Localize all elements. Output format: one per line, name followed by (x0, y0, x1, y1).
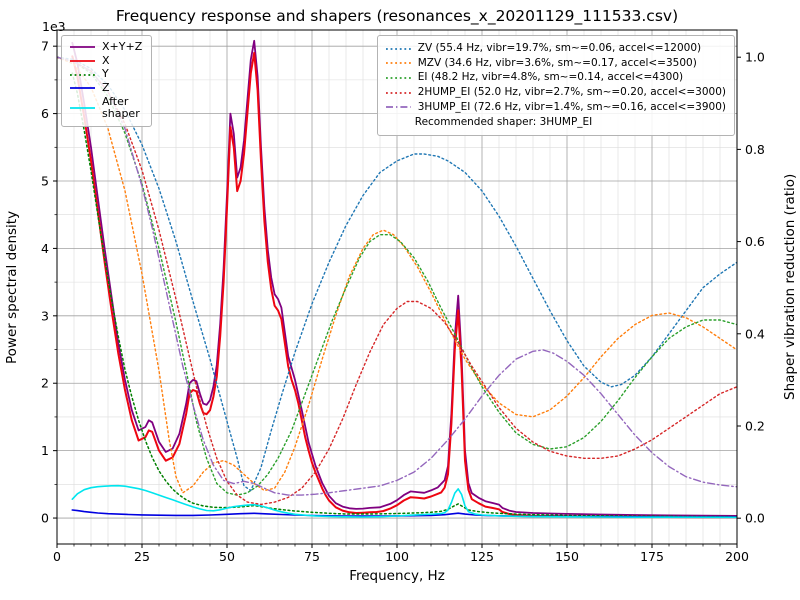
x-axis-label: Frequency, Hz (349, 568, 445, 584)
svg-text:0.4: 0.4 (745, 326, 765, 341)
legend-item: Y (69, 68, 142, 81)
series-line (71, 484, 737, 519)
svg-text:0.6: 0.6 (745, 234, 765, 249)
series-line (57, 56, 737, 492)
legend-psd: X+Y+Z X Y Z After shaper (61, 35, 153, 127)
svg-text:125: 125 (470, 549, 494, 564)
svg-text:0.2: 0.2 (745, 418, 765, 433)
svg-text:1.0: 1.0 (745, 50, 765, 65)
legend-item-label: X+Y+Z (102, 40, 143, 53)
legend-line-sample (70, 60, 95, 62)
legend-item-label: Z (102, 80, 110, 94)
svg-text:1: 1 (41, 443, 49, 458)
legend-line-sample (70, 46, 95, 49)
svg-text:4: 4 (41, 241, 49, 256)
legend-item: ZV (55.4 Hz, vibr=19.7%, sm~=0.06, accel… (385, 42, 726, 56)
svg-text:0: 0 (41, 511, 49, 526)
legend-item-label: 2HUMP_EI (52.0 Hz, vibr=2.7%, sm~=0.20, … (417, 85, 726, 98)
left-y-axis-label: Power spectral density (4, 210, 20, 364)
svg-text:0: 0 (53, 549, 61, 564)
legend-item-label: Y (102, 67, 109, 81)
svg-text:150: 150 (555, 549, 579, 564)
legend-item: Z (69, 80, 142, 95)
svg-text:75: 75 (304, 549, 320, 564)
legend-item: After shaper (69, 94, 142, 121)
series-line (71, 72, 737, 518)
svg-text:25: 25 (134, 549, 150, 564)
series-line (57, 56, 737, 496)
legend-line-sample (70, 73, 95, 76)
recommended-shaper-text: Recommended shaper: 3HUMP_EI (414, 116, 593, 129)
legend-item: MZV (34.6 Hz, vibr=3.6%, sm~=0.17, accel… (385, 57, 726, 71)
right-y-axis-label: Shaper vibration reduction (ratio) (782, 173, 798, 401)
legend-item: 3HUMP_EI (72.6 Hz, vibr=1.4%, sm~=0.16, … (385, 101, 726, 115)
legend-line-sample (385, 91, 411, 94)
legend-item-label: EI (48.2 Hz, vibr=4.8%, sm~=0.14, accel<… (417, 71, 684, 84)
legend-item: 2HUMP_EI (52.0 Hz, vibr=2.7%, sm~=0.20, … (385, 86, 726, 100)
svg-text:0.8: 0.8 (745, 142, 765, 157)
legend-item-label: ZV (55.4 Hz, vibr=19.7%, sm~=0.06, accel… (417, 42, 702, 54)
series-line (57, 56, 737, 494)
legend-line-sample (385, 77, 411, 79)
chart-title: Frequency response and shapers (resonanc… (115, 7, 679, 25)
legend-item-label: X (102, 53, 110, 67)
svg-text:200: 200 (725, 549, 749, 564)
legend-item-label: MZV (34.6 Hz, vibr=3.6%, sm~=0.17, accel… (417, 56, 697, 69)
legend-item: EI (48.2 Hz, vibr=4.8%, sm~=0.14, accel<… (385, 71, 726, 85)
svg-text:0.0: 0.0 (745, 511, 765, 526)
series-line (57, 56, 737, 496)
svg-text:50: 50 (219, 549, 235, 564)
svg-text:2: 2 (41, 376, 49, 391)
legend-item: X (69, 53, 142, 68)
legend-item-label: 3HUMP_EI (72.6 Hz, vibr=1.4%, sm~=0.16, … (417, 100, 726, 113)
svg-text:100: 100 (385, 549, 409, 564)
svg-text:175: 175 (640, 549, 664, 564)
legend-shaper-rows: ZV (55.4 Hz, vibr=19.7%, sm~=0.06, accel… (385, 42, 726, 114)
svg-text:6: 6 (41, 106, 49, 121)
series-line (71, 51, 737, 519)
legend-shapers: ZV (55.4 Hz, vibr=19.7%, sm~=0.06, accel… (376, 35, 735, 136)
legend-item: X+Y+Z (69, 40, 143, 54)
svg-text:7: 7 (41, 39, 49, 54)
legend-line-sample (385, 106, 411, 109)
series-line (71, 39, 737, 517)
series-line (57, 56, 737, 506)
y-axis-offset-text: 1e3 (42, 19, 66, 34)
legend-line-sample (385, 62, 411, 65)
legend-item-label: After shaper (102, 94, 140, 121)
legend-line-sample (70, 107, 95, 110)
legend-line-sample (70, 87, 95, 90)
svg-text:5: 5 (41, 173, 49, 188)
svg-text:3: 3 (41, 308, 49, 323)
legend-line-sample (385, 47, 411, 50)
